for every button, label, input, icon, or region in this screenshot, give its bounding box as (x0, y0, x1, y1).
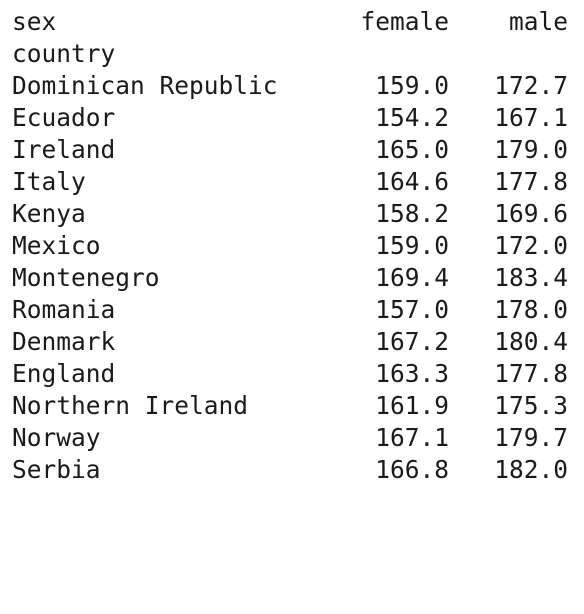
table-row: Ireland 165.0 179.0 (12, 134, 568, 166)
male-cell: 182.0 (494, 454, 568, 486)
table-row: Northern Ireland 161.9 175.3 (12, 390, 568, 422)
country-cell: Ireland (12, 134, 115, 166)
country-cell: Ecuador (12, 102, 115, 134)
female-cell: 161.9 (375, 390, 449, 422)
male-cell: 172.0 (494, 230, 568, 262)
dataframe-table: sex female male country Dominican Republ… (12, 6, 568, 486)
male-cell: 178.0 (494, 294, 568, 326)
country-cell: Italy (12, 166, 86, 198)
index-name-row: country (12, 38, 568, 70)
female-cell: 165.0 (375, 134, 449, 166)
male-cell: 175.3 (494, 390, 568, 422)
columns-name: sex (12, 6, 56, 38)
female-cell: 159.0 (375, 70, 449, 102)
country-cell: England (12, 358, 115, 390)
female-cell: 164.6 (375, 166, 449, 198)
table-row: Denmark 167.2 180.4 (12, 326, 568, 358)
male-cell: 167.1 (494, 102, 568, 134)
table-row: Serbia 166.8 182.0 (12, 454, 568, 486)
column-header-male: male (509, 6, 568, 38)
female-cell: 154.2 (375, 102, 449, 134)
country-cell: Dominican Republic (12, 70, 278, 102)
table-row: England 163.3 177.8 (12, 358, 568, 390)
female-cell: 158.2 (375, 198, 449, 230)
country-cell: Romania (12, 294, 115, 326)
male-cell: 177.8 (494, 166, 568, 198)
female-cell: 169.4 (375, 262, 449, 294)
table-row: Montenegro 169.4 183.4 (12, 262, 568, 294)
table-row: Romania 157.0 178.0 (12, 294, 568, 326)
country-cell: Norway (12, 422, 101, 454)
male-cell: 172.7 (494, 70, 568, 102)
table-row: Italy 164.6 177.8 (12, 166, 568, 198)
female-cell: 167.2 (375, 326, 449, 358)
male-cell: 183.4 (494, 262, 568, 294)
country-cell: Northern Ireland (12, 390, 248, 422)
male-cell: 179.0 (494, 134, 568, 166)
female-cell: 163.3 (375, 358, 449, 390)
table-row: Norway 167.1 179.7 (12, 422, 568, 454)
female-cell: 167.1 (375, 422, 449, 454)
table-row: Ecuador 154.2 167.1 (12, 102, 568, 134)
male-cell: 180.4 (494, 326, 568, 358)
female-cell: 166.8 (375, 454, 449, 486)
country-cell: Kenya (12, 198, 86, 230)
country-cell: Serbia (12, 454, 101, 486)
index-name: country (12, 38, 115, 70)
country-cell: Denmark (12, 326, 115, 358)
male-cell: 179.7 (494, 422, 568, 454)
column-header-row: sex female male (12, 6, 568, 38)
table-row: Mexico 159.0 172.0 (12, 230, 568, 262)
table-row: Dominican Republic 159.0 172.7 (12, 70, 568, 102)
column-header-female: female (360, 6, 449, 38)
female-cell: 157.0 (375, 294, 449, 326)
country-cell: Mexico (12, 230, 101, 262)
country-cell: Montenegro (12, 262, 160, 294)
female-cell: 159.0 (375, 230, 449, 262)
male-cell: 169.6 (494, 198, 568, 230)
male-cell: 177.8 (494, 358, 568, 390)
table-row: Kenya 158.2 169.6 (12, 198, 568, 230)
